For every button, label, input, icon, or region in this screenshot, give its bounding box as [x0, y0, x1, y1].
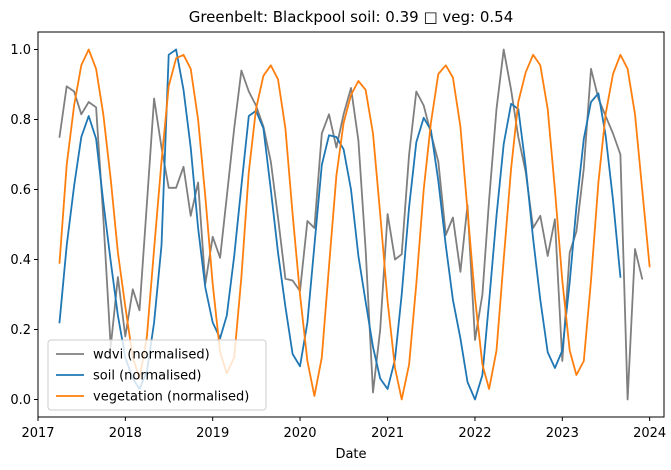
x-tick-label: 2022 [458, 426, 491, 441]
series-line-0 [58, 48, 644, 401]
x-tick-label: 2023 [546, 426, 579, 441]
x-tick-label: 2019 [196, 426, 229, 441]
x-tick-label: 2018 [109, 426, 142, 441]
x-axis-label: Date [335, 447, 366, 462]
chart-title: Greenbelt: Blackpool soil: 0.39 □ veg: 0… [189, 8, 514, 26]
legend-box [47, 339, 267, 411]
x-tick-label: 2017 [21, 426, 54, 441]
x-tick-label: 2021 [371, 426, 404, 441]
x-tick-label: 2024 [633, 426, 666, 441]
plot-frame [37, 31, 665, 418]
y-tick-label: 1.0 [10, 43, 31, 58]
y-tick-label: 0.4 [10, 253, 31, 268]
y-axis: 0.0 0.2 0.4 0.6 0.8 1.0 [10, 43, 38, 408]
plot-lines [58, 48, 651, 401]
y-tick-label: 0.8 [10, 113, 31, 128]
y-tick-label: 0.2 [10, 323, 31, 338]
legend-entry-0: wdvi (normalised) [93, 348, 210, 363]
x-tick-label: 2020 [283, 426, 316, 441]
legend-entry-1: soil (normalised) [93, 369, 201, 384]
y-tick-label: 0.6 [10, 183, 31, 198]
x-axis: 2017 2018 2019 2020 2021 2022 2023 2024 [21, 417, 666, 441]
legend: wdvi (normalised) soil (normalised) vegeta… [47, 339, 267, 411]
series-line-2 [58, 48, 651, 401]
legend-entry-2: vegetation (normalised) [93, 390, 249, 405]
y-tick-label: 0.0 [10, 393, 31, 408]
